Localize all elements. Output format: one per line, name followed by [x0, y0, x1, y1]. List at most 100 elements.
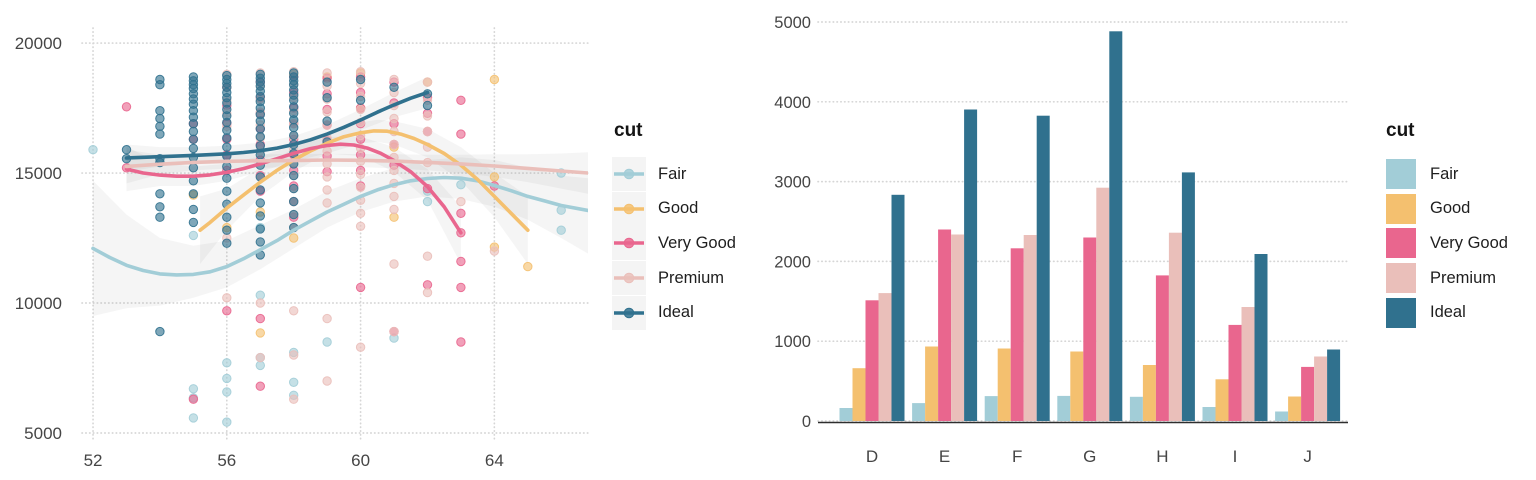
legend-item-very-good: Very Good — [1384, 226, 1534, 261]
data-point — [255, 352, 265, 363]
legend-item-ideal: Ideal — [612, 295, 762, 330]
bars — [839, 31, 1341, 422]
bar-J-fair — [1275, 411, 1289, 421]
x-tick-label: 64 — [485, 451, 504, 470]
data-point — [188, 384, 199, 394]
y-tick-label: 15000 — [15, 164, 62, 183]
bar-group-I — [1202, 254, 1268, 421]
data-point — [355, 221, 366, 232]
bar-I-ideal — [1254, 254, 1268, 421]
data-point — [322, 107, 332, 117]
bar-legend: cut Fair Good Very Good Premium Ideal — [1384, 120, 1534, 330]
legend-item-fair: Fair — [1384, 157, 1534, 192]
data-point — [523, 261, 533, 272]
data-point — [222, 142, 232, 152]
bar-G-very-good — [1083, 237, 1097, 421]
data-point — [222, 225, 232, 235]
data-point — [389, 326, 399, 337]
data-point — [289, 130, 299, 141]
ci-ribbon-very-good — [126, 136, 461, 264]
x-tick-label: 52 — [84, 451, 103, 470]
data-point — [355, 182, 366, 193]
bar-D-premium — [878, 293, 892, 421]
data-point — [456, 129, 466, 139]
x-tick-label: 56 — [217, 451, 236, 470]
bar-E-ideal — [964, 109, 978, 421]
bar-E-premium — [951, 234, 965, 421]
legend-item-premium: Premium — [1384, 261, 1534, 296]
bar-J-good — [1288, 396, 1302, 421]
x-tick-label: F — [1012, 447, 1022, 466]
y-tick-label: 2000 — [774, 253, 811, 271]
data-point — [322, 198, 332, 208]
data-point — [456, 208, 466, 219]
y-tick-label: 0 — [802, 413, 811, 431]
data-point — [222, 212, 232, 222]
legend-key-point — [623, 238, 635, 249]
bar-group-J — [1275, 349, 1341, 421]
bar-axis-labels: 0 1000 2000 3000 4000 5000 D E F G H I J — [774, 14, 1312, 466]
data-point — [289, 350, 299, 360]
data-point — [422, 196, 433, 207]
legend-key-line-icon — [612, 295, 646, 330]
data-point — [121, 145, 132, 155]
data-point — [389, 139, 399, 150]
data-point — [422, 111, 433, 121]
data-point — [355, 95, 366, 106]
bar-I-fair — [1202, 407, 1216, 421]
data-point — [255, 237, 265, 247]
bar-I-very-good — [1228, 324, 1242, 421]
data-point — [188, 413, 199, 423]
legend-item-good: Good — [612, 191, 762, 227]
data-point — [255, 132, 265, 142]
legend-key-line-icon — [612, 261, 646, 296]
legend-key-fill — [1386, 297, 1416, 328]
data-point — [222, 306, 232, 316]
bar-H-good — [1142, 365, 1156, 421]
bar-J-very-good — [1301, 366, 1315, 421]
data-point — [255, 313, 265, 324]
data-point — [222, 373, 232, 384]
bar-F-good — [997, 348, 1011, 421]
legend-key-swatch-icon — [1386, 193, 1416, 224]
legend-key-point — [623, 203, 635, 215]
data-point — [322, 185, 332, 195]
legend-key-point — [623, 307, 635, 318]
bar-G-fair — [1057, 395, 1071, 421]
bar-H-very-good — [1155, 275, 1169, 421]
bar-I-good — [1215, 379, 1229, 421]
legend-key-line-icon — [612, 157, 646, 192]
data-point — [389, 259, 399, 269]
data-point — [255, 185, 265, 195]
data-point — [255, 328, 265, 338]
bar-group-G — [1057, 31, 1123, 422]
legend-label: Fair — [1430, 164, 1459, 183]
bar-J-ideal — [1327, 349, 1341, 421]
legend-item-fair: Fair — [612, 157, 762, 192]
bar-G-ideal — [1109, 31, 1123, 422]
data-point — [289, 377, 299, 387]
data-point — [422, 287, 433, 298]
x-tick-label: H — [1156, 447, 1168, 466]
legend-key-point — [623, 168, 635, 180]
bar-E-very-good — [938, 229, 952, 421]
ci-ribbon-ideal — [126, 76, 428, 172]
x-tick-label: D — [866, 447, 878, 466]
data-point — [456, 180, 466, 190]
x-tick-label: J — [1303, 447, 1312, 466]
bar-G-premium — [1096, 187, 1110, 421]
scatter-axis-labels: 5000 10000 15000 20000 52 56 60 64 — [15, 34, 504, 470]
bar-D-very-good — [865, 300, 879, 421]
data-point — [188, 189, 199, 199]
data-point — [322, 77, 332, 87]
bar-G-good — [1070, 351, 1084, 421]
data-point — [289, 170, 299, 181]
scatter-legend: cut Fair Good Very Good Premium Ideal — [612, 120, 762, 330]
data-point — [155, 129, 165, 139]
data-point — [322, 68, 332, 78]
points-ideal — [121, 68, 433, 337]
smooth-line-good — [198, 129, 530, 232]
bar-H-fair — [1129, 396, 1143, 421]
